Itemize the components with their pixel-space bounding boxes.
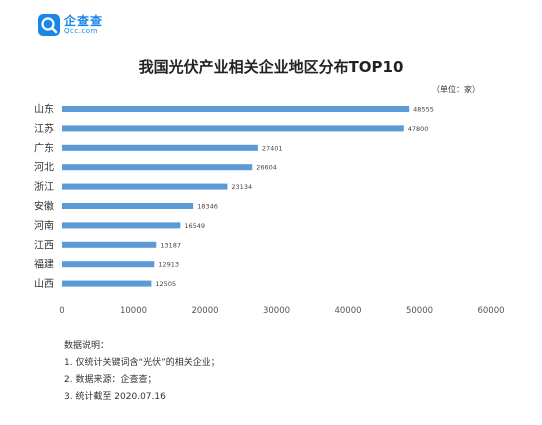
category-label: 广东 — [34, 141, 54, 154]
value-label: 26604 — [256, 164, 277, 172]
bar — [62, 183, 228, 190]
bar — [62, 144, 258, 151]
bar — [62, 241, 157, 248]
category-label: 河北 — [34, 162, 54, 174]
x-tick-label: 30000 — [263, 306, 290, 316]
category-label: 江苏 — [34, 122, 54, 135]
bar — [62, 261, 155, 268]
x-tick-label: 40000 — [334, 306, 361, 316]
note-item: 2. 数据来源：企查查； — [64, 375, 157, 385]
logo-domain: Qcc.com — [64, 27, 98, 35]
x-tick-label: 20000 — [191, 306, 218, 316]
note-item: 1. 仅统计关键词含“光伏”的相关企业； — [64, 358, 220, 368]
category-label: 江西 — [34, 239, 54, 251]
value-label: 16549 — [184, 222, 205, 230]
value-label: 48555 — [413, 106, 434, 114]
value-label: 18346 — [197, 203, 218, 211]
note-item: 3. 统计截至 2020.07.16 — [64, 392, 166, 402]
value-label: 13187 — [160, 241, 181, 249]
value-label: 12505 — [155, 280, 176, 288]
category-label: 福建 — [34, 258, 54, 271]
category-label: 山西 — [34, 278, 54, 290]
logo-name: 企查查 — [64, 14, 104, 28]
x-tick-label: 60000 — [477, 306, 504, 316]
notes-heading: 数据说明： — [64, 341, 110, 351]
value-label: 23134 — [231, 183, 252, 191]
brand-icon — [38, 14, 60, 36]
value-label: 47800 — [408, 125, 429, 133]
data-notes: 数据说明： 1. 仅统计关键词含“光伏”的相关企业； 2. 数据来源：企查查； … — [64, 338, 220, 406]
bar — [62, 164, 253, 171]
bar — [62, 106, 410, 112]
unit-label: （单位：家） — [432, 85, 480, 94]
value-label: 27401 — [262, 144, 283, 152]
category-label: 河南 — [34, 219, 54, 232]
chart-title: 我国光伏产业相关企业地区分布TOP10 — [138, 58, 404, 76]
bar — [62, 125, 404, 132]
value-label: 12913 — [158, 261, 179, 269]
bar — [62, 222, 181, 229]
x-tick-label: 50000 — [406, 306, 433, 316]
category-label: 山东 — [34, 103, 54, 116]
category-label: 浙江 — [34, 181, 54, 193]
bar — [62, 203, 194, 209]
category-label: 安徽 — [34, 200, 54, 213]
x-tick-label: 10000 — [120, 306, 147, 316]
logo: 企查查 Qcc.com — [38, 12, 108, 40]
bar — [62, 280, 152, 287]
x-tick-label: 0 — [59, 306, 64, 316]
